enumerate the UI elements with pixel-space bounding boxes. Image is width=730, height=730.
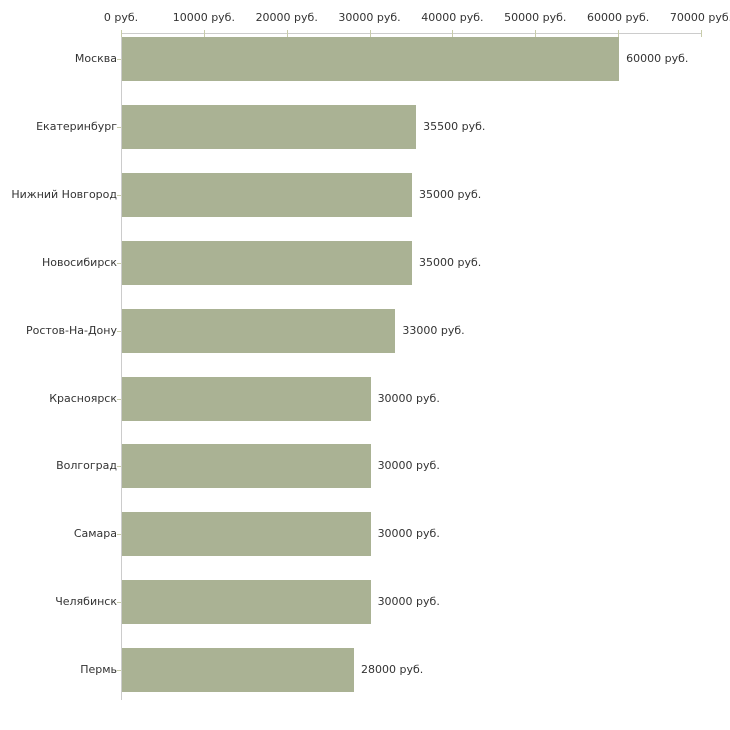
bar xyxy=(122,308,396,353)
x-axis-tick-label: 0 руб. xyxy=(103,11,139,24)
x-axis-tick-label: 10000 руб. xyxy=(172,11,235,24)
x-axis-tick xyxy=(121,30,122,37)
x-axis-line xyxy=(121,33,702,34)
bar-value-label: 35000 руб. xyxy=(419,255,482,269)
x-axis-tick-label: 20000 руб. xyxy=(255,11,318,24)
bar-value-label: 30000 руб. xyxy=(377,459,440,473)
x-axis-tick xyxy=(701,30,702,37)
bar xyxy=(122,444,371,489)
x-axis-tick-label: 70000 руб. xyxy=(669,11,730,24)
x-axis-tick xyxy=(618,30,620,37)
y-axis-tick xyxy=(117,398,121,400)
bar-value-label: 30000 руб. xyxy=(377,391,440,405)
y-axis-tick xyxy=(117,262,121,264)
y-axis-tick xyxy=(117,330,121,332)
bar-value-label: 35500 руб. xyxy=(423,119,486,133)
y-axis-tick xyxy=(117,126,121,128)
y-axis-tick xyxy=(117,194,121,196)
x-axis-tick xyxy=(452,30,454,37)
bar xyxy=(122,648,354,693)
category-label: Волгоград xyxy=(56,459,117,473)
y-axis-line xyxy=(121,33,122,700)
bar xyxy=(122,240,412,285)
x-axis-tick-label: 30000 руб. xyxy=(338,11,401,24)
bar xyxy=(122,376,371,421)
plot-area: 0 руб. 10000 руб. 20000 руб. 30000 руб. 4000… xyxy=(104,11,730,700)
category-label: Пермь xyxy=(80,663,117,677)
y-axis-tick xyxy=(117,534,121,536)
x-axis-tick xyxy=(535,30,537,37)
bar xyxy=(122,104,417,149)
category-label: Самара xyxy=(73,527,117,541)
bar-value-label: 30000 руб. xyxy=(377,595,440,609)
bar xyxy=(122,580,371,625)
category-label: Нижний Новгород xyxy=(11,187,117,201)
category-label: Ростов-На-Дону xyxy=(25,323,117,337)
bar-value-label: 60000 руб. xyxy=(626,52,689,65)
x-axis-tick xyxy=(369,30,371,37)
category-label: Челябинск xyxy=(55,595,117,609)
x-axis-tick xyxy=(203,30,205,37)
x-axis-tick-label: 40000 руб. xyxy=(421,11,484,24)
bar-value-label: 30000 руб. xyxy=(377,527,440,541)
category-label: Москва xyxy=(74,52,117,65)
bar-value-label: 35000 руб. xyxy=(419,187,482,201)
category-label: Новосибирск xyxy=(41,255,117,269)
y-axis-tick xyxy=(117,466,121,468)
x-axis-tick-label: 50000 руб. xyxy=(504,11,567,24)
x-axis-tick xyxy=(286,30,288,37)
bar xyxy=(122,512,371,557)
category-label: Красноярск xyxy=(49,391,117,405)
y-axis-tick xyxy=(117,670,121,672)
bar xyxy=(122,37,620,81)
bar xyxy=(122,172,412,217)
category-label: Екатеринбург xyxy=(36,119,117,133)
x-axis-tick-label: 60000 руб. xyxy=(587,11,650,24)
y-axis-tick xyxy=(117,602,121,604)
bar-value-label: 28000 руб. xyxy=(361,663,424,677)
y-axis-tick xyxy=(117,59,121,60)
bar-value-label: 33000 руб. xyxy=(402,323,465,337)
